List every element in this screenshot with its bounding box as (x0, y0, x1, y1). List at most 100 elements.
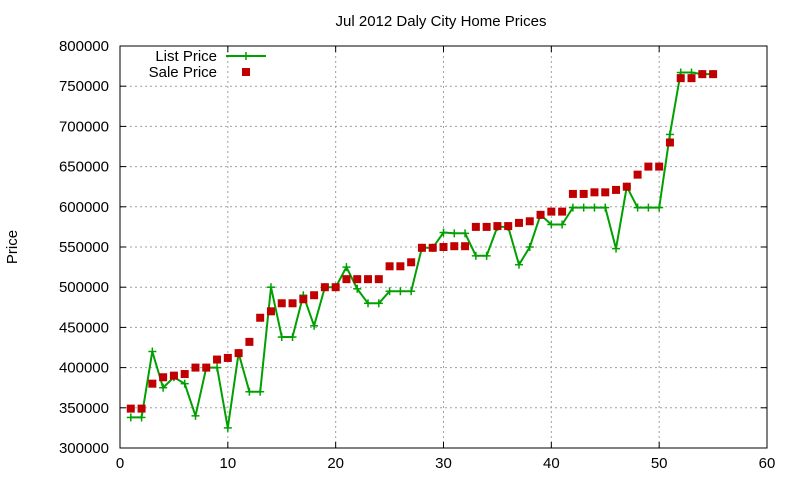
list-price-point (601, 203, 610, 212)
sale-price-point (256, 313, 265, 322)
sale-price-point (644, 162, 653, 171)
list-price-point (213, 363, 222, 372)
y-tick-label: 750000 (59, 78, 109, 95)
sale-price-point (374, 275, 383, 284)
sale-price-point (493, 222, 502, 231)
list-price-point (439, 228, 448, 237)
legend-symbol-list-price (226, 52, 266, 60)
sale-price-point (126, 404, 135, 413)
sale-price-point (579, 189, 588, 198)
x-tick-label: 40 (543, 455, 560, 472)
x-tick-label: 30 (435, 455, 452, 472)
sale-price-point (407, 258, 416, 267)
x-tick-label: 0 (116, 455, 124, 472)
sale-price-point (525, 217, 534, 226)
x-tick-label: 20 (327, 455, 344, 472)
sale-price-point (558, 207, 567, 216)
sale-price-point (461, 242, 470, 251)
list-price-point (277, 333, 286, 342)
sale-price-point (709, 70, 718, 79)
sale-price-point (180, 370, 189, 379)
x-tick-label: 50 (651, 455, 668, 472)
sale-price-point (665, 138, 674, 147)
sale-price-point (450, 242, 459, 251)
list-price-point (353, 284, 362, 293)
list-price-point (180, 379, 189, 388)
list-price-point (407, 287, 416, 296)
list-price-point (137, 413, 146, 422)
list-price-point (547, 220, 556, 229)
sale-price-point (137, 404, 146, 413)
list-price-point (191, 411, 200, 420)
x-tick-label: 60 (759, 455, 776, 472)
sale-price-point (687, 74, 696, 83)
y-tick-label: 450000 (59, 319, 109, 336)
y-tick-label: 500000 (59, 279, 109, 296)
list-price-point (223, 423, 232, 432)
sale-price-point (288, 299, 297, 308)
tick-labels: 0 10 20 30 40 50 60 300000 350000 400000 450000 500… (59, 38, 775, 472)
list-price-point (245, 387, 254, 396)
sale-price-point (622, 182, 631, 191)
list-price-point (126, 413, 135, 422)
sale-price-point (536, 210, 545, 219)
legend-label-list-price: List Price (155, 48, 217, 65)
sale-price-point (299, 295, 308, 304)
sale-price-point (417, 243, 426, 252)
list-price-point (514, 260, 523, 269)
sale-price-point (633, 170, 642, 179)
y-tick-label: 800000 (59, 38, 109, 55)
legend-symbol-sale-price (242, 68, 250, 76)
sale-price-point (428, 243, 437, 252)
sale-price-point (439, 243, 448, 251)
sale-price-point (353, 275, 362, 284)
y-tick-label: 350000 (59, 400, 109, 417)
sale-price-point (213, 355, 222, 364)
sale-price-point (159, 373, 168, 382)
sale-price-point (245, 337, 254, 346)
sale-price-point (396, 262, 405, 271)
sale-price-point (191, 363, 200, 372)
list-price-point (385, 287, 394, 296)
list-price-point (450, 229, 459, 238)
sale-price-point (234, 349, 243, 358)
list-price-point (396, 287, 405, 296)
list-price-point (482, 251, 491, 260)
list-price-point (461, 229, 470, 238)
legend-square-marker (242, 68, 250, 76)
sale-price-point (385, 262, 394, 271)
sale-price-point (471, 222, 480, 231)
sale-price-point (504, 222, 513, 231)
list-price-point (655, 203, 664, 212)
y-tick-label: 550000 (59, 239, 109, 256)
list-price-point (612, 244, 621, 253)
sale-price-point (601, 188, 610, 197)
list-price-point (159, 383, 168, 392)
list-price-point (644, 203, 653, 212)
list-price-point (148, 347, 157, 356)
chart-title: Jul 2012 Daly City Home Prices (336, 13, 547, 30)
sale-price-point (568, 189, 577, 198)
sale-price-point (277, 299, 286, 308)
y-tick-label: 650000 (59, 159, 109, 176)
list-price-point (471, 251, 480, 260)
y-tick-label: 600000 (59, 199, 109, 216)
y-tick-label: 400000 (59, 360, 109, 377)
list-price-point (266, 283, 275, 292)
sale-price-point (514, 218, 523, 227)
y-tick-label: 700000 (59, 118, 109, 135)
legend: List Price Sale Price (149, 48, 266, 81)
y-tick-label: 300000 (59, 440, 109, 457)
sale-price-point (169, 371, 178, 380)
list-price-point (558, 220, 567, 229)
list-price-point (256, 387, 265, 396)
x-tick-label: 10 (219, 455, 236, 472)
list-price-point (374, 299, 383, 308)
list-price-point (342, 263, 351, 272)
sale-price-point (266, 307, 275, 316)
sale-price-point (310, 291, 319, 300)
list-price-point (665, 130, 674, 139)
sale-price-point (342, 275, 351, 284)
sale-price-point (590, 188, 599, 197)
